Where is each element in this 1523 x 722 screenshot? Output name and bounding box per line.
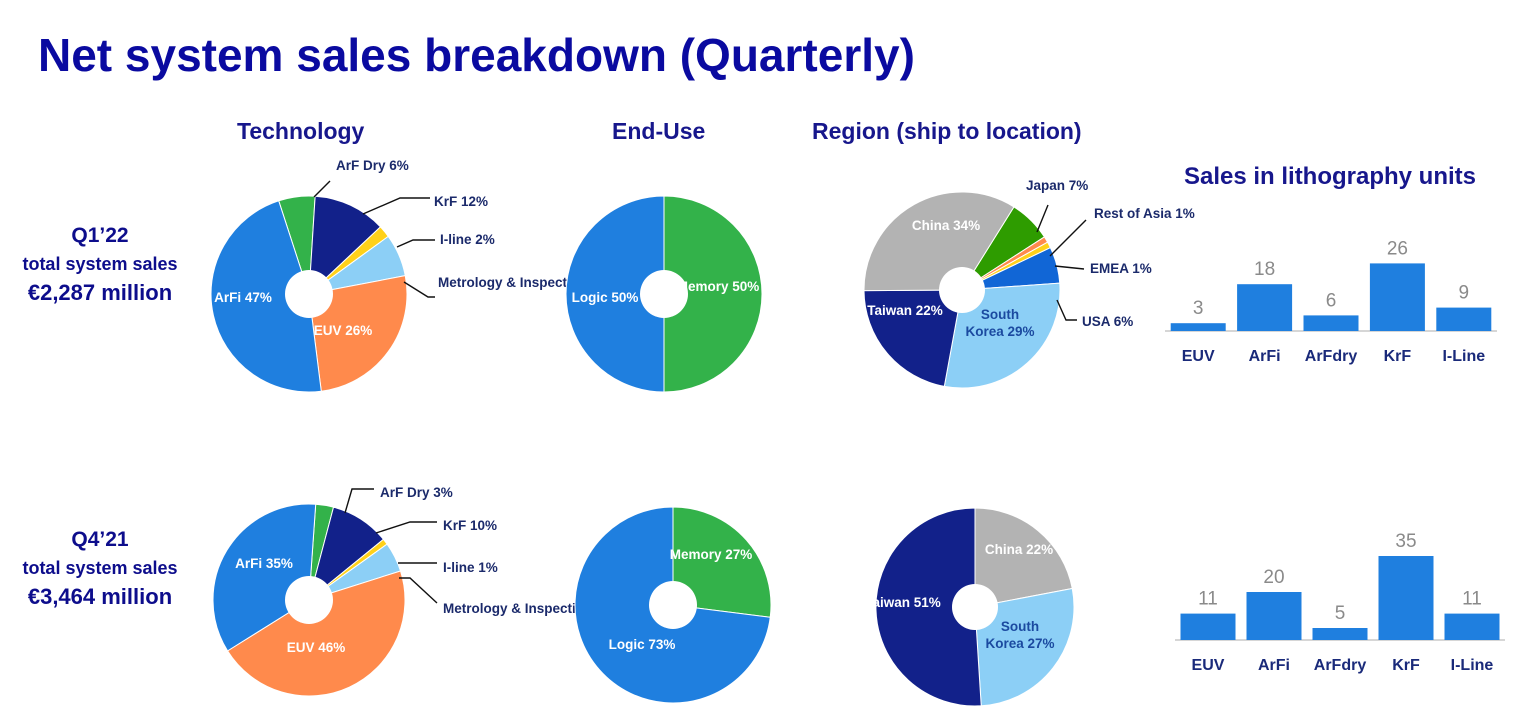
q1-22-technology-slice-krf	[308, 195, 382, 296]
q4-21-technology-label-arf-dry: ArF Dry 3%	[380, 485, 453, 500]
quarter-sales-amount: €2,287 million	[27, 280, 173, 305]
q1-22-units-category-label-arfdry: ArFdry	[1305, 348, 1358, 365]
quarter-name: Q1’22	[71, 224, 129, 247]
q1-22-region-slice-taiwan	[863, 289, 963, 387]
q1-22-technology-donut-hole	[285, 270, 333, 318]
q4-21-technology-donut-hole	[285, 576, 333, 624]
q1-22-technology-label-arf-dry: ArF Dry 6%	[336, 158, 409, 173]
q1-22-region-leader-usa	[1056, 299, 1077, 321]
q4-21-units-value-label-arfdry: 5	[1335, 603, 1346, 624]
q1-22-units-bar-i-line	[1436, 307, 1492, 331]
q4-21-end-use-donut-hole	[649, 581, 697, 629]
q1-22-units-value-label-i-line: 9	[1459, 283, 1470, 304]
q1-22-units-value-label-arfi: 18	[1254, 259, 1275, 280]
q4-21-region-slice-taiwan	[875, 507, 982, 707]
q1-22-units-bar-euv	[1170, 323, 1226, 331]
q1-22-units-category-label-euv: EUV	[1182, 348, 1215, 365]
q4-21-end-use-label-logic: Logic 73%	[609, 637, 676, 652]
quarter-sales-amount: €3,464 million	[27, 584, 173, 609]
quarter-name: Q4’21	[71, 528, 129, 551]
q4-21-region-label-south-korea: South Korea 27%	[985, 619, 1054, 651]
q4-21-units-category-label-arfi: ArFi	[1258, 657, 1290, 674]
q1-22-technology-slice-euv	[308, 275, 408, 392]
page-title: Net system sales breakdown (Quarterly)	[38, 29, 915, 81]
q4-21-units-bar-arfdry	[1312, 628, 1368, 640]
q1-22-technology-label-i-line: I-line 2%	[440, 232, 495, 247]
q1-22-technology-label-euv: EUV 26%	[314, 323, 373, 338]
q1-22-units-value-label-arfdry: 6	[1326, 290, 1337, 311]
q4-21-technology-label-euv: EUV 46%	[287, 640, 346, 655]
q1-22-region-label-rest-of-asia: Rest of Asia 1%	[1094, 206, 1195, 221]
q1-22-end-use-label-logic: Logic 50%	[572, 290, 639, 305]
q4-21-technology-slice-euv	[226, 570, 406, 697]
q4-21-units-value-label-i-line: 11	[1462, 589, 1482, 610]
region-title: Region (ship to location)	[812, 118, 1082, 144]
q1-22-units-category-label-krf: KrF	[1384, 348, 1412, 365]
q1-22-region-donut-hole	[939, 267, 985, 313]
q1-22-technology-leader-krf	[362, 197, 430, 215]
q4-21-units-bar-arfi	[1246, 592, 1302, 640]
q1-22-units-value-label-krf: 26	[1387, 238, 1408, 259]
q1-22-units-category-label-arfi: ArFi	[1249, 348, 1281, 365]
q1-22-region-leader-rest-of-asia	[1049, 219, 1087, 257]
q4-21-units-category-label-krf: KrF	[1392, 657, 1420, 674]
q1-22-technology-label-arfi: ArFi 47%	[214, 290, 272, 305]
q4-21-units-bar-i-line	[1444, 613, 1500, 640]
quarter-sales-caption: total system sales	[22, 254, 178, 274]
q4-21-technology-leader-arf-dry	[344, 488, 374, 514]
q4-21-end-use-label-memory: Memory 27%	[670, 547, 753, 562]
q1-22-end-use-slice-logic	[565, 195, 665, 393]
q1-22-region-label-emea: EMEA 1%	[1090, 261, 1152, 276]
quarter-sales-caption: total system sales	[22, 558, 178, 578]
q4-21-technology-leader-metrology	[399, 577, 438, 604]
q4-21-units-value-label-euv: 11	[1198, 589, 1218, 610]
q4-21-units-value-label-krf: 35	[1395, 531, 1416, 552]
q4-21-region-slice-south-korea	[974, 587, 1075, 707]
q4-21-technology-slice-arfi	[212, 503, 317, 652]
q1-22-technology-leader-metrology	[403, 281, 435, 298]
q1-22-units-bar-krf	[1369, 263, 1425, 331]
q1-22-units-bar-arfdry	[1303, 315, 1359, 331]
quarter-label-q4-21: Q4’21 total system sales €3,464 million	[0, 526, 200, 612]
q1-22-end-use-donut-hole	[640, 270, 688, 318]
q4-21-units-value-label-arfi: 20	[1263, 567, 1284, 588]
q1-22-region-leader-emea	[1054, 265, 1085, 270]
q4-21-region-donut-hole	[952, 584, 998, 630]
q4-21-technology-leader-krf	[375, 521, 437, 534]
q4-21-units-category-label-arfdry: ArFdry	[1314, 657, 1367, 674]
q4-21-units-bar-euv	[1180, 613, 1236, 640]
q1-22-units-bar-arfi	[1237, 284, 1293, 331]
q1-22-end-use-label-memory: Memory 50%	[677, 279, 760, 294]
q1-22-units-category-label-i-line: I-Line	[1442, 348, 1485, 365]
q1-22-technology-leader-arf-dry	[313, 180, 331, 198]
units-title: Sales in lithography units	[1183, 163, 1477, 190]
q4-21-region-label-china: China 22%	[985, 542, 1053, 557]
q1-22-region-label-taiwan: Taiwan 22%	[867, 303, 943, 318]
q1-22-region-label-china: China 34%	[912, 218, 980, 233]
q1-22-region-label-japan: Japan 7%	[1026, 178, 1088, 193]
q4-21-end-use-slice-memory	[672, 506, 772, 618]
q1-22-technology-slice-arfi	[210, 200, 322, 393]
q1-22-region-leader-japan	[1036, 204, 1049, 233]
end-use-title: End-Use	[612, 118, 706, 144]
technology-title: Technology	[237, 118, 365, 144]
q4-21-region-slice-china	[974, 507, 1073, 608]
q1-22-region-slice-china	[863, 191, 1015, 292]
q4-21-technology-label-i-line: I-line 1%	[443, 560, 498, 575]
quarter-label-q1-22: Q1’22 total system sales €2,287 million	[0, 222, 200, 308]
q1-22-units-value-label-euv: 3	[1193, 298, 1204, 319]
q1-22-region-label-south-korea: South Korea 29%	[965, 307, 1034, 339]
q1-22-region-label-usa: USA 6%	[1082, 314, 1133, 329]
q4-21-technology-label-metrology: Metrology & Inspection 5%	[443, 601, 616, 616]
q4-21-technology-label-arfi: ArFi 35%	[235, 556, 293, 571]
q1-22-technology-leader-i-line	[396, 239, 435, 248]
q4-21-units-category-label-euv: EUV	[1192, 657, 1225, 674]
q4-21-units-category-label-i-line: I-Line	[1451, 657, 1494, 674]
q1-22-end-use-slice-memory	[663, 195, 763, 393]
q4-21-technology-label-krf: KrF 10%	[443, 518, 497, 533]
q4-21-units-bar-krf	[1378, 556, 1434, 640]
q1-22-technology-label-krf: KrF 12%	[434, 194, 488, 209]
q4-21-region-label-taiwan: Taiwan 51%	[865, 595, 941, 610]
